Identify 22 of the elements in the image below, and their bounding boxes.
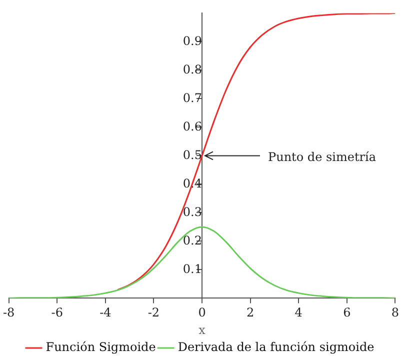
line-series — [116, 13, 396, 291]
x-axis-title: x — [198, 322, 206, 337]
x-tick-label: -8 — [2, 306, 15, 320]
y-tick-label: 0.2 — [182, 233, 202, 248]
x-tick-label: -4 — [100, 306, 112, 320]
y-tick-label: 0.8 — [182, 62, 202, 76]
x-tick-label: 6 — [343, 306, 351, 320]
x-tick-label: 0 — [198, 306, 206, 320]
y-tick-label: 0.5 — [182, 148, 202, 162]
x-tick-label: -2 — [148, 306, 160, 320]
y-tick-label: 0.1 — [182, 262, 202, 276]
legend-label: Función Sigmoide — [46, 340, 156, 354]
legend-label: Derivada de la función sigmoide — [178, 340, 374, 354]
y-tick-label: 0.9 — [182, 34, 202, 48]
x-tick-label: 2 — [246, 306, 254, 320]
y-tick-label: 0.6 — [182, 119, 202, 134]
x-tick-label: 8 — [391, 306, 400, 320]
x-tick-label: -6 — [51, 306, 63, 320]
annotation: Punto de simetría — [268, 150, 376, 164]
x-tick-label: 4 — [294, 306, 303, 320]
y-tick-label: 0.7 — [182, 90, 202, 105]
y-tick-label: 0.3 — [182, 204, 202, 219]
